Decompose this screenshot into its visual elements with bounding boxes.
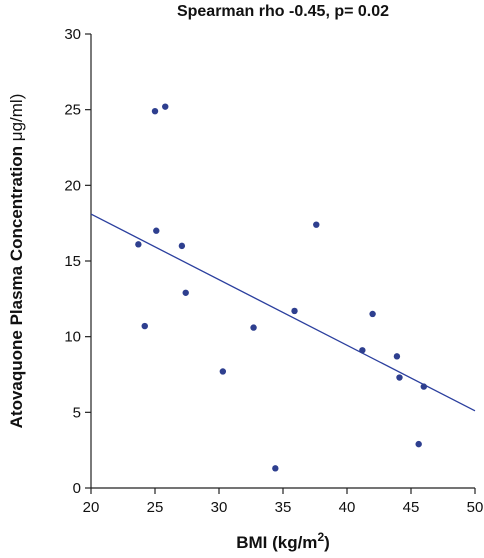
y-tick-label: 20	[64, 177, 81, 194]
y-axis-title-main: Atovaquone Plasma Concentration	[7, 141, 26, 428]
data-point	[178, 242, 186, 250]
x-axis-title: BMI (kg/m2)	[236, 530, 330, 552]
x-tick-label: 35	[275, 499, 292, 516]
data-point	[182, 289, 189, 296]
data-point	[291, 307, 298, 315]
x-tick-label: 25	[147, 499, 164, 516]
data-point	[369, 310, 376, 318]
x-axis-title-tail: )	[324, 533, 330, 552]
data-point	[359, 347, 366, 354]
x-tick-label: 20	[83, 499, 100, 516]
points-layer	[135, 103, 427, 472]
y-axis-title-unit: μg/ml)	[7, 94, 26, 142]
data-point	[415, 440, 422, 448]
data-point	[162, 103, 169, 110]
y-tick-label: 10	[64, 329, 81, 346]
data-point	[151, 107, 159, 115]
y-tick-label: 0	[73, 480, 81, 497]
data-point	[396, 374, 403, 381]
data-point	[272, 465, 279, 472]
y-tick-label: 15	[64, 253, 81, 270]
data-point	[313, 221, 320, 228]
data-point	[141, 322, 148, 330]
axes-layer	[90, 34, 475, 489]
data-point	[393, 353, 401, 360]
x-axis-title-superscript: 2	[317, 530, 324, 544]
x-tick-label: 40	[339, 499, 356, 516]
trend-line	[90, 213, 476, 412]
data-point	[420, 383, 427, 390]
y-tick-label: 5	[73, 404, 81, 421]
y-axis-title: Atovaquone Plasma Concentration μg/ml)	[7, 94, 26, 429]
data-point	[250, 324, 257, 331]
data-point	[135, 241, 142, 248]
y-tick-label: 30	[64, 26, 81, 43]
x-tick-label: 50	[467, 499, 484, 516]
data-point	[153, 227, 160, 234]
labels-layer: Spearman rho -0.45, p= 0.02 BMI (kg/m2) …	[7, 3, 389, 552]
trend-layer	[90, 213, 476, 412]
data-point	[219, 368, 227, 375]
x-axis-title-main: BMI (kg/m	[236, 533, 317, 552]
ticks-layer: 20 25 30 35 40 45 50 0 5 10 15 20 25 30	[64, 26, 483, 516]
x-tick-label: 30	[211, 499, 228, 516]
chart-title: Spearman rho -0.45, p= 0.02	[177, 3, 389, 20]
y-tick-label: 25	[64, 102, 81, 119]
x-tick-label: 45	[403, 499, 420, 516]
